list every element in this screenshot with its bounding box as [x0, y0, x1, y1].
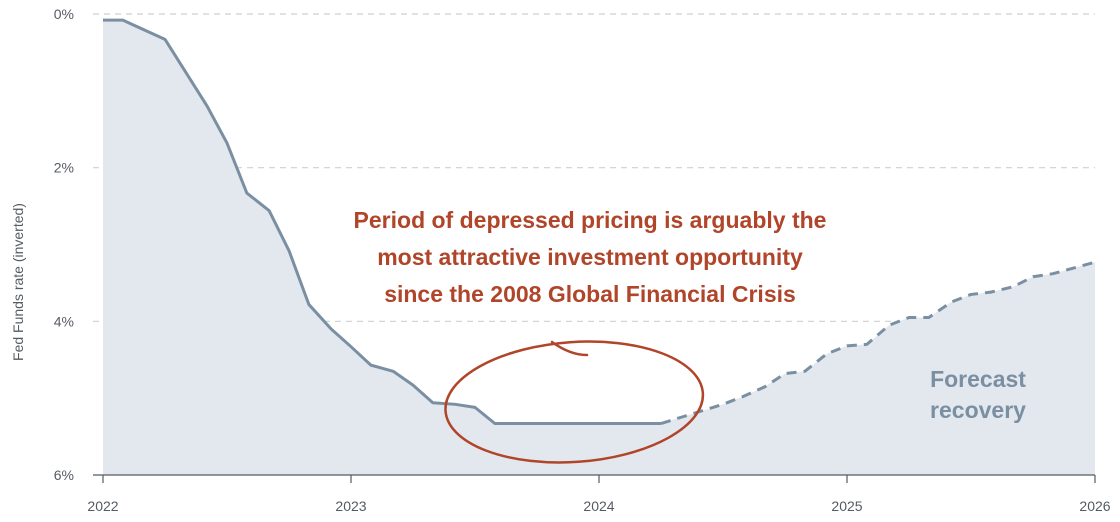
y-axis-label: Fed Funds rate (inverted)	[10, 203, 26, 361]
ellipse-scribble-start	[550, 340, 589, 357]
y-tick-label: 0%	[54, 6, 74, 22]
forecast-label-line-1: Forecast	[930, 366, 1026, 392]
x-axis-ticks	[102, 475, 1096, 483]
highlight-ellipse	[444, 340, 705, 464]
forecast-label-line-2: recovery	[930, 397, 1026, 423]
y-axis-tick-labels: 0% 2% 4% 6%	[54, 6, 74, 483]
x-tick-label: 2025	[831, 498, 862, 514]
y-tick-label: 4%	[54, 313, 74, 329]
x-tick-label: 2024	[583, 498, 614, 514]
forecast-line	[660, 260, 1096, 425]
annotation-line-3: since the 2008 Global Financial Crisis	[384, 281, 796, 307]
x-tick-label: 2026	[1079, 498, 1110, 514]
x-axis-tick-labels: 2022 2023 2024 2025 2026	[87, 498, 1110, 514]
x-tick-label: 2022	[87, 498, 118, 514]
y-tick-label: 2%	[54, 160, 74, 176]
area-fill	[103, 20, 1095, 475]
y-tick-label: 6%	[54, 467, 74, 483]
annotation-line-1: Period of depressed pricing is arguably …	[354, 207, 827, 233]
historical-line	[103, 18, 661, 426]
x-tick-label: 2023	[335, 498, 366, 514]
annotation-line-2: most attractive investment opportunity	[377, 244, 803, 270]
